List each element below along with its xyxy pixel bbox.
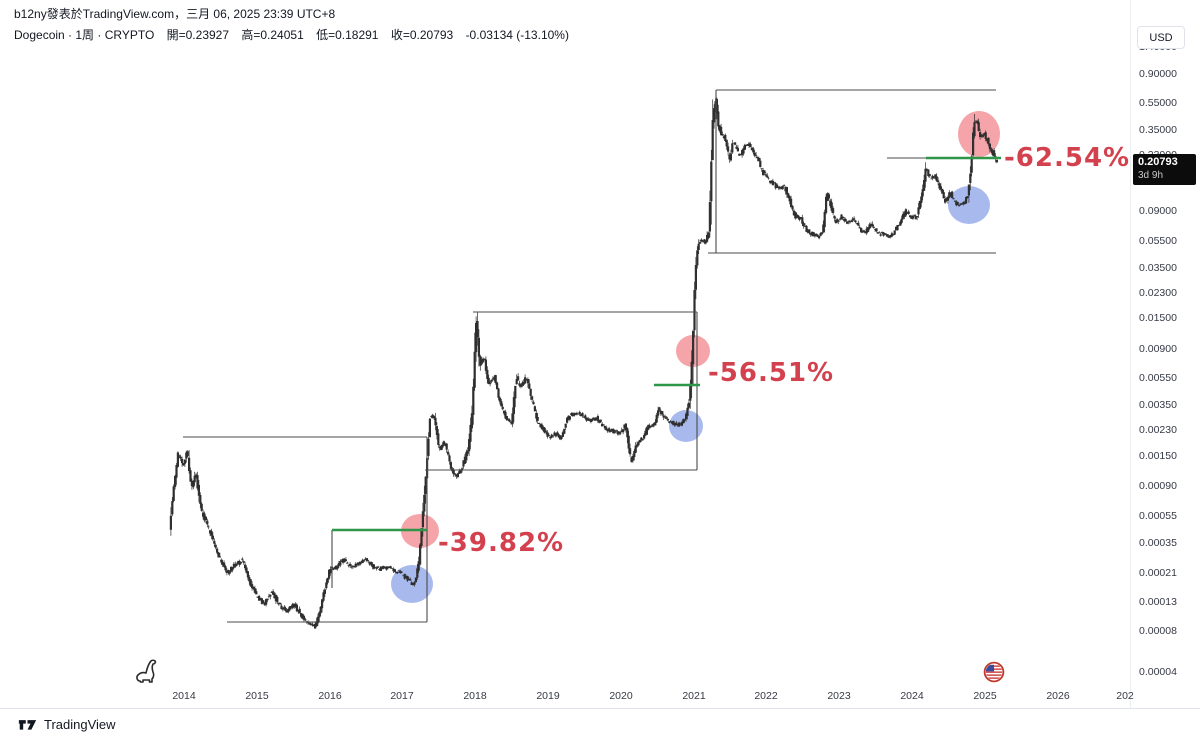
last-price-value: 0.20793 — [1138, 156, 1178, 168]
chart-canvas[interactable] — [0, 0, 1130, 708]
price-tick: 0.55000 — [1139, 97, 1177, 109]
time-tick: 2018 — [463, 690, 487, 702]
price-tick: 0.00013 — [1139, 596, 1177, 608]
tradingview-logo-icon[interactable] — [18, 716, 37, 733]
price-tick: 0.00900 — [1139, 343, 1177, 355]
price-tick: 0.00350 — [1139, 399, 1177, 411]
price-tick: 0.00055 — [1139, 510, 1177, 522]
time-tick: 2025 — [973, 690, 997, 702]
price-tick: 0.01500 — [1139, 312, 1177, 324]
price-tick: 0.90000 — [1139, 68, 1177, 80]
price-tick: 0.09000 — [1139, 205, 1177, 217]
ohlc-high: 高=0.24051 — [241, 28, 304, 42]
usa-flag-icon — [983, 661, 1005, 683]
price-tick: 0.02300 — [1139, 287, 1177, 299]
price-tick: 0.00004 — [1139, 666, 1177, 678]
candles-bodies — [169, 99, 998, 629]
price-tick: 0.03500 — [1139, 262, 1177, 274]
ohlc-change: -0.03134 (-13.10%) — [465, 28, 569, 42]
drop-label-2021: -56.51% — [708, 358, 835, 388]
price-tick: 0.00090 — [1139, 480, 1177, 492]
price-tick: 0.00550 — [1139, 372, 1177, 384]
time-tick: 2015 — [245, 690, 269, 702]
tradingview-brand-text[interactable]: TradingView — [44, 716, 116, 732]
last-price-badge: 0.20793 3d 9h — [1133, 154, 1196, 185]
price-tick: 0.00035 — [1139, 537, 1177, 549]
price-tick: 0.00021 — [1139, 567, 1177, 579]
time-tick: 2026 — [1046, 690, 1070, 702]
highlight-circle-blue — [948, 186, 990, 224]
dinosaur-icon — [136, 659, 157, 683]
highlight-circle-blue — [669, 410, 703, 442]
price-tick: 0.00230 — [1139, 424, 1177, 436]
time-tick: 2021 — [682, 690, 706, 702]
bar-countdown: 3d 9h — [1138, 170, 1164, 181]
ohlc-close: 收=0.20793 — [390, 28, 454, 42]
price-tick: 0.05500 — [1139, 235, 1177, 247]
currency-toggle-button[interactable]: USD — [1137, 26, 1185, 49]
price-tick: 0.35000 — [1139, 124, 1177, 136]
price-axis[interactable]: USD 0.20793 3d 9h 1.400000.900000.550000… — [1130, 0, 1200, 708]
time-tick: 2024 — [900, 690, 924, 702]
price-tick: 0.00008 — [1139, 625, 1177, 637]
ohlc-open: 開=0.23927 — [166, 28, 230, 42]
time-tick: 2017 — [390, 690, 414, 702]
footer-bar: TradingView — [0, 708, 1200, 738]
time-tick: 2016 — [318, 690, 342, 702]
ohlc-low: 低=0.18291 — [316, 28, 379, 42]
time-tick: 2023 — [827, 690, 851, 702]
time-tick: 202 — [1116, 690, 1134, 702]
drop-label-2025: -62.54% — [1004, 143, 1131, 173]
drop-label-2017: -39.82% — [438, 528, 565, 558]
symbol-title[interactable]: Dogecoin · 1周 · CRYPTO — [14, 28, 155, 42]
price-tick: 0.00150 — [1139, 450, 1177, 462]
byline: b12ny發表於TradingView.com，三月 06, 2025 23:3… — [14, 7, 336, 21]
time-tick: 2019 — [536, 690, 560, 702]
time-tick: 2022 — [754, 690, 778, 702]
time-tick: 2020 — [609, 690, 633, 702]
time-tick: 2014 — [172, 690, 196, 702]
candles-wicks — [170, 97, 998, 629]
symbol-ohlc-row: Dogecoin · 1周 · CRYPTO 開=0.23927 高=0.240… — [14, 26, 578, 43]
